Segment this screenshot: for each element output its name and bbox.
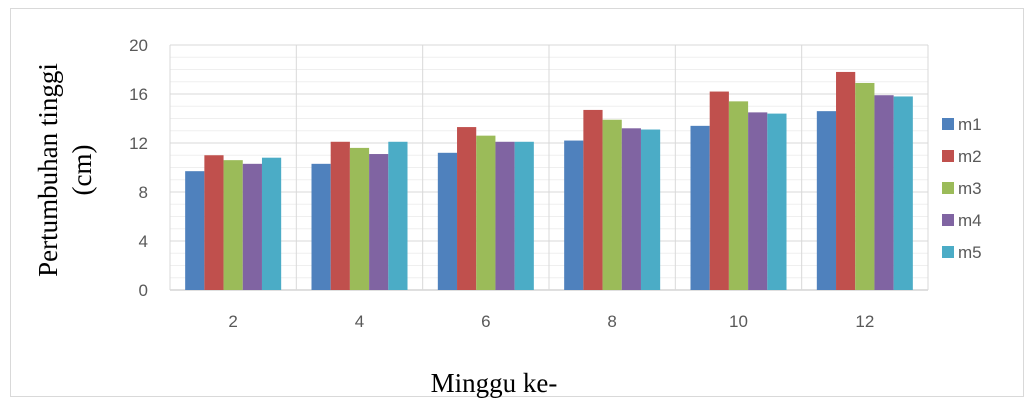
legend-label-m4: m4 <box>958 211 982 230</box>
legend-label-m3: m3 <box>958 179 982 198</box>
legend-label-m5: m5 <box>958 243 982 262</box>
x-axis-title: Minggu ke- <box>431 368 558 398</box>
legend-label-m1: m1 <box>958 115 982 134</box>
legend: m1 m2 m3 m4 m5 <box>942 115 982 262</box>
y-axis-title-line-1: Pertumbuhan tinggi <box>33 63 63 277</box>
y-tick-label: 4 <box>139 232 148 251</box>
gridlines <box>169 44 929 291</box>
bar-m3-12 <box>855 82 875 290</box>
y-tick-label: 12 <box>129 134 148 153</box>
y-tick-label: 8 <box>139 183 148 202</box>
bar-m2-4 <box>330 141 350 290</box>
x-tick-label: 10 <box>729 312 748 331</box>
bar-m5-2 <box>261 157 282 290</box>
y-tick-label: 20 <box>129 36 148 55</box>
y-tick-label: 0 <box>139 281 148 300</box>
bar-m4-8 <box>621 128 641 290</box>
bar-m4-6 <box>495 141 515 290</box>
bar-m2-12 <box>836 71 856 290</box>
legend-label-m2: m2 <box>958 147 982 166</box>
bar-m4-10 <box>748 112 768 290</box>
bar-m4-4 <box>369 154 389 290</box>
legend-swatch-m3 <box>942 182 954 194</box>
x-tick-label: 6 <box>481 312 490 331</box>
bar-m3-10 <box>728 101 749 290</box>
bar-m3-4 <box>349 147 370 290</box>
bar-m1-6 <box>437 152 458 290</box>
bar-m5-10 <box>767 113 787 290</box>
bar-m3-6 <box>476 135 496 290</box>
bar-m2-8 <box>583 109 603 290</box>
bar-m5-4 <box>388 141 408 290</box>
bar-m4-12 <box>874 95 894 290</box>
x-tick-label: 12 <box>855 312 874 331</box>
x-tick-label: 4 <box>355 312 364 331</box>
legend-swatch-m1 <box>942 118 954 130</box>
bar-m1-4 <box>311 163 331 290</box>
y-axis-title: Pertumbuhan tinggi (cm) <box>33 63 97 277</box>
bars <box>185 71 913 291</box>
x-tick-label: 8 <box>607 312 616 331</box>
bar-m4-2 <box>242 163 262 290</box>
legend-swatch-m2 <box>942 150 954 162</box>
legend-swatch-m5 <box>942 246 954 258</box>
bar-m1-2 <box>185 171 205 290</box>
bar-m2-2 <box>204 155 224 290</box>
bar-m3-2 <box>223 160 243 290</box>
y-axis-title-line-2: (cm) <box>67 145 97 196</box>
y-axis-ticks: 0 4 8 12 16 20 <box>129 36 148 300</box>
bar-m2-10 <box>709 91 729 290</box>
bar-m3-8 <box>602 119 622 290</box>
y-tick-label: 16 <box>129 85 148 104</box>
legend-swatch-m4 <box>942 214 954 226</box>
bar-m5-8 <box>640 129 661 290</box>
x-axis-ticks: 2 4 6 8 10 12 <box>228 312 874 331</box>
bar-m2-6 <box>457 127 477 290</box>
x-tick-label: 2 <box>228 312 237 331</box>
bar-m1-8 <box>564 140 584 290</box>
bar-m5-6 <box>514 141 534 290</box>
bar-m1-12 <box>816 111 837 291</box>
bar-m5-12 <box>893 96 913 290</box>
bar-m1-10 <box>690 125 710 290</box>
